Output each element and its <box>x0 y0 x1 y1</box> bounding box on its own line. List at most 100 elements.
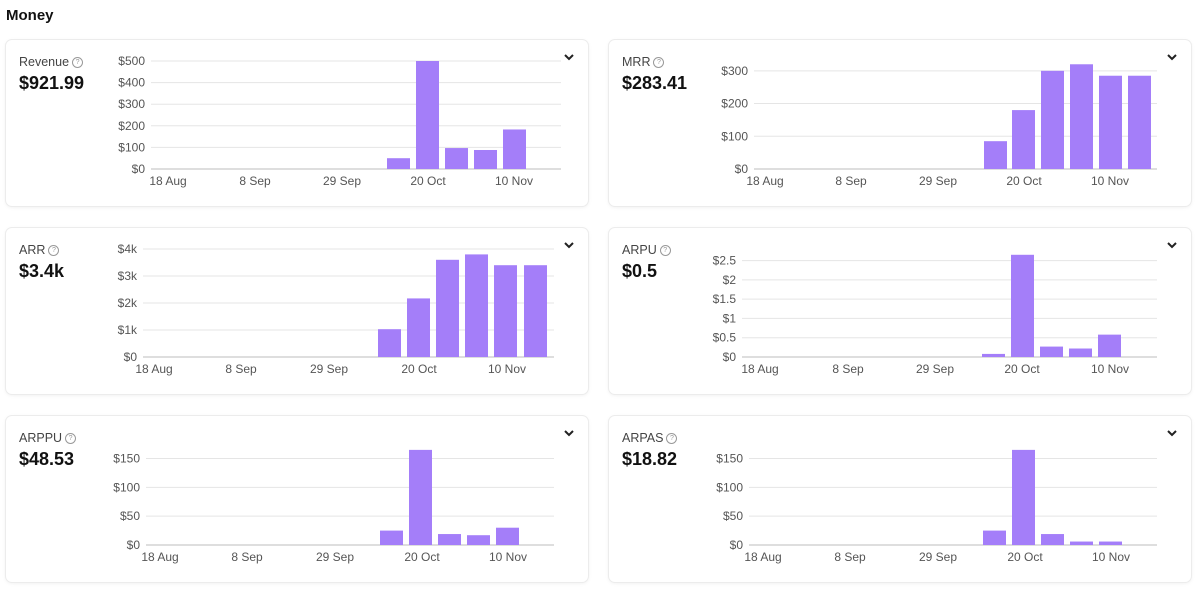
y-tick-label: $0.5 <box>713 331 737 345</box>
chevron-down-icon[interactable] <box>562 50 576 64</box>
bar[interactable] <box>465 254 488 357</box>
y-tick-label: $2k <box>118 296 138 310</box>
x-tick-label: 20 Oct <box>410 174 446 188</box>
card-label: ARR ? <box>19 243 60 257</box>
bar[interactable] <box>524 265 547 357</box>
y-tick-label: $200 <box>721 97 748 111</box>
y-tick-label: $4k <box>118 242 138 256</box>
y-tick-label: $3k <box>118 269 138 283</box>
x-tick-label: 20 Oct <box>1007 550 1043 564</box>
bar[interactable] <box>1041 534 1064 545</box>
y-tick-label: $150 <box>716 452 743 466</box>
x-tick-label: 20 Oct <box>401 362 437 376</box>
x-tick-label: 10 Nov <box>489 550 527 564</box>
x-tick-label: 10 Nov <box>1092 550 1130 564</box>
card-label-text: ARPPU <box>19 431 63 445</box>
card-label: ARPPU ? <box>19 431 77 445</box>
x-tick-label: 8 Sep <box>231 550 263 564</box>
x-tick-label: 10 Nov <box>1091 362 1129 376</box>
mrr-card: MRR ? $283.41 $0 $100 $200 $300 18 Aug 8 Sep 2… <box>609 40 1191 206</box>
bar[interactable] <box>1040 346 1063 357</box>
card-value: $3.4k <box>19 261 65 281</box>
x-tick-label: 10 Nov <box>488 362 526 376</box>
help-circle-icon[interactable]: ? <box>666 432 678 444</box>
bar[interactable] <box>1012 110 1035 169</box>
y-tick-label: $1k <box>118 323 138 337</box>
bar[interactable] <box>983 530 1006 545</box>
y-tick-label: $300 <box>118 97 145 111</box>
bar[interactable] <box>1099 75 1122 169</box>
card-label-text: Revenue <box>19 55 70 69</box>
y-tick-label: $100 <box>113 480 140 494</box>
x-tick-label: 18 Aug <box>741 362 778 376</box>
bar[interactable] <box>407 298 430 357</box>
card-label: ARPAS ? <box>622 431 678 445</box>
y-tick-label: $50 <box>723 509 743 523</box>
bar[interactable] <box>1041 70 1064 169</box>
y-tick-label: $1.5 <box>713 292 737 306</box>
bar[interactable] <box>1012 449 1035 545</box>
x-tick-label: 8 Sep <box>225 362 257 376</box>
help-circle-icon[interactable]: ? <box>72 56 84 68</box>
bar[interactable] <box>467 535 490 545</box>
card-value: $0.5 <box>622 261 658 281</box>
card-label: MRR ? <box>622 55 665 69</box>
bar[interactable] <box>1070 64 1093 169</box>
bar[interactable] <box>984 141 1007 169</box>
card-value: $921.99 <box>19 73 85 93</box>
chevron-down-icon[interactable] <box>1165 50 1179 64</box>
bar[interactable] <box>416 61 439 169</box>
help-circle-icon[interactable]: ? <box>659 244 671 256</box>
bar[interactable] <box>1069 348 1092 357</box>
arpas-card: ARPAS ? $18.82 $0 $50 $100 $150 18 Aug 8 Sep 2… <box>609 416 1191 582</box>
y-tick-label: $1 <box>723 311 737 325</box>
chevron-down-icon[interactable] <box>1165 426 1179 440</box>
y-tick-label: $2 <box>723 273 737 287</box>
bar[interactable] <box>494 265 517 357</box>
y-tick-label: $100 <box>716 480 743 494</box>
bar[interactable] <box>1070 541 1093 545</box>
x-tick-label: 20 Oct <box>404 550 440 564</box>
bar[interactable] <box>1128 75 1151 169</box>
x-tick-label: 8 Sep <box>832 362 864 376</box>
y-tick-label: $150 <box>113 452 140 466</box>
arr-chart: $0 $1k $2k $3k $4k 18 Aug 8 Sep 29 Sep 20 Oct 10 … <box>118 242 554 376</box>
chevron-down-icon[interactable] <box>1165 238 1179 252</box>
help-circle-icon[interactable]: ? <box>65 432 77 444</box>
x-tick-label: 18 Aug <box>744 550 781 564</box>
card-label: Revenue ? <box>19 55 84 69</box>
x-tick-label: 18 Aug <box>149 174 186 188</box>
chevron-down-icon[interactable] <box>562 426 576 440</box>
bar[interactable] <box>503 129 526 169</box>
chevron-down-icon[interactable] <box>562 238 576 252</box>
y-tick-label: $0 <box>127 538 141 552</box>
bar[interactable] <box>1099 541 1122 545</box>
y-tick-label: $0 <box>132 162 146 176</box>
card-label: ARPU ? <box>622 243 671 257</box>
help-circle-icon[interactable]: ? <box>653 56 665 68</box>
bar[interactable] <box>982 353 1005 357</box>
arppu-card: ARPPU ? $48.53 $0 $50 $100 $150 18 Aug 8 Sep 2… <box>6 416 588 582</box>
y-tick-label: $500 <box>118 54 145 68</box>
y-tick-label: $300 <box>721 64 748 78</box>
bar[interactable] <box>445 148 468 169</box>
bar[interactable] <box>1098 334 1121 357</box>
y-tick-label: $2.5 <box>713 254 737 268</box>
y-tick-label: $400 <box>118 76 145 90</box>
bar[interactable] <box>378 329 401 357</box>
bar[interactable] <box>409 449 432 545</box>
bar[interactable] <box>438 534 461 545</box>
bar[interactable] <box>380 530 403 545</box>
bar[interactable] <box>474 149 497 169</box>
bar[interactable] <box>436 259 459 357</box>
mrr-chart: $0 $100 $200 $300 18 Aug 8 Sep 29 Sep 20 Oct 10 … <box>721 64 1157 188</box>
card-value: $48.53 <box>19 449 75 469</box>
card-label-text: ARPU <box>622 243 657 257</box>
x-tick-label: 20 Oct <box>1004 362 1040 376</box>
bar[interactable] <box>387 158 410 169</box>
help-circle-icon[interactable]: ? <box>48 244 60 256</box>
x-tick-label: 18 Aug <box>135 362 172 376</box>
section-title: Money <box>6 7 54 24</box>
bar[interactable] <box>1011 254 1034 357</box>
bar[interactable] <box>496 527 519 545</box>
